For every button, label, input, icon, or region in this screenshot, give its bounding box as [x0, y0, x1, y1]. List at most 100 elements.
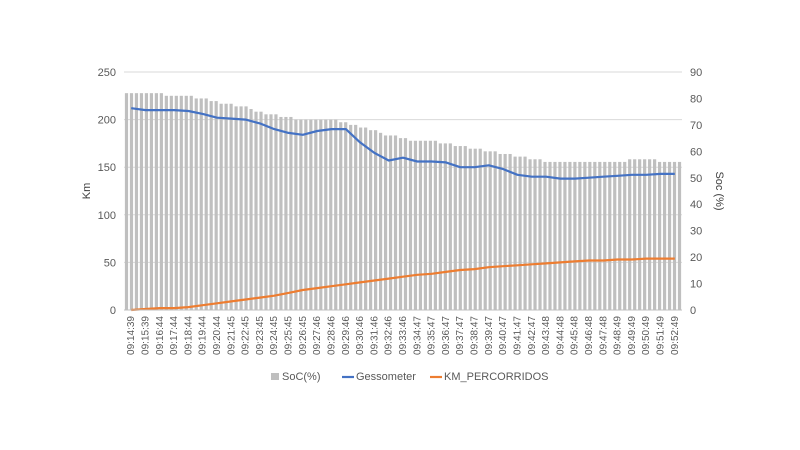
soc-bar [393, 135, 398, 310]
soc-bar [354, 124, 358, 310]
soc-bar [503, 153, 507, 310]
soc-bar [628, 159, 632, 310]
legend-label-gessometer: Gessometer [356, 371, 416, 383]
soc-bar [284, 116, 288, 310]
y2-tick-label: 70 [690, 120, 702, 132]
soc-bar [239, 106, 243, 310]
soc-bar [428, 140, 432, 310]
soc-bar [234, 106, 238, 310]
soc-bar [369, 130, 373, 310]
y-tick-label: 200 [98, 115, 116, 127]
soc-bar [249, 109, 253, 311]
soc-bar [219, 103, 223, 310]
x-tick-label: 09:37:47 [455, 316, 466, 355]
soc-bar [463, 146, 467, 310]
x-tick-label: 09:24:45 [269, 316, 280, 355]
soc-bar [324, 119, 328, 310]
soc-bar [204, 98, 208, 310]
x-tick-label: 09:40:47 [498, 316, 509, 355]
soc-bar [164, 95, 168, 310]
soc-bar [199, 98, 203, 310]
x-tick-label: 09:31:46 [369, 316, 380, 355]
soc-bar [329, 119, 333, 310]
x-tick-label: 09:29:46 [341, 316, 352, 355]
x-tick-label: 09:38:47 [470, 316, 481, 355]
x-tick-label: 09:36:47 [441, 316, 452, 355]
series-lines [131, 107, 675, 312]
soc-bar [483, 151, 487, 310]
x-tick-label: 09:52:49 [670, 316, 681, 355]
x-tick-label: 09:43:48 [541, 316, 552, 355]
x-tick-label: 09:21:45 [226, 316, 237, 355]
soc-bar [613, 161, 617, 310]
soc-bar [214, 101, 218, 310]
soc-bar [578, 161, 582, 310]
soc-bar [672, 161, 677, 310]
y-tick-label: 150 [98, 162, 116, 174]
km-percorridos-line [131, 257, 675, 312]
soc-bar [433, 140, 437, 310]
soc-bar [383, 135, 388, 310]
soc-bar [264, 114, 268, 310]
x-tick-label: 09:17:44 [169, 316, 180, 355]
soc-bar [553, 161, 557, 310]
y2-tick-label: 40 [690, 199, 702, 211]
x-tick-label: 09:49:49 [627, 316, 638, 355]
soc-bar [254, 111, 258, 311]
y-axis-title: Km [81, 183, 93, 200]
x-tick-label: 09:46:48 [584, 316, 595, 355]
x-tick-label: 09:48:49 [613, 316, 624, 355]
soc-bar [638, 159, 642, 310]
soc-bar [359, 127, 363, 311]
soc-bar [468, 148, 472, 310]
soc-bar [259, 111, 263, 311]
x-tick-label: 09:32:46 [384, 316, 395, 355]
y2-tick-label: 10 [690, 279, 702, 291]
soc-bar [563, 161, 567, 310]
soc-bar [493, 151, 497, 310]
legend-label-soc: SoC(%) [282, 371, 321, 383]
x-tick-label: 09:30:46 [355, 316, 366, 355]
soc-bar [598, 161, 602, 310]
soc-bar [438, 143, 442, 310]
soc-bar [184, 95, 188, 310]
soc-bar [269, 114, 273, 310]
soc-bar [538, 159, 542, 310]
soc-bar [643, 159, 647, 310]
x-tick-label: 09:35:47 [427, 316, 438, 355]
soc-bar [508, 153, 512, 310]
soc-bar [304, 119, 308, 310]
x-tick-label: 09:45:48 [570, 316, 581, 355]
soc-bar [388, 135, 393, 310]
soc-bar [139, 93, 144, 311]
soc-bar [423, 140, 428, 310]
soc-bar [662, 161, 667, 310]
soc-bar [623, 161, 627, 310]
soc-bar [403, 138, 408, 310]
soc-bar [488, 151, 492, 310]
soc-bar [458, 146, 462, 310]
soc-bar [667, 161, 672, 310]
soc-bar [229, 103, 233, 310]
legend-label-km-percorridos: KM_PERCORRIDOS [444, 371, 549, 383]
soc-bar [289, 116, 293, 310]
soc-bar [583, 161, 587, 310]
soc-bar [518, 156, 522, 310]
soc-bar [418, 140, 423, 310]
soc-bar [608, 161, 612, 310]
x-tick-label: 09:23:45 [255, 316, 266, 355]
soc-bar [194, 98, 198, 310]
soc-bar [478, 148, 482, 310]
soc-bar [209, 101, 213, 310]
soc-bar [309, 119, 313, 310]
x-tick-label: 09:34:47 [412, 316, 423, 355]
x-tick-label: 09:20:44 [212, 316, 223, 355]
soc-bar [408, 140, 413, 310]
soc-bar [453, 146, 457, 310]
soc-bar [169, 95, 173, 310]
soc-bar [149, 93, 153, 311]
soc-bar [648, 159, 652, 310]
x-tick-label: 09:27:46 [312, 316, 323, 355]
y-tick-label: 0 [110, 305, 116, 317]
x-tick-label: 09:44:48 [555, 316, 566, 355]
